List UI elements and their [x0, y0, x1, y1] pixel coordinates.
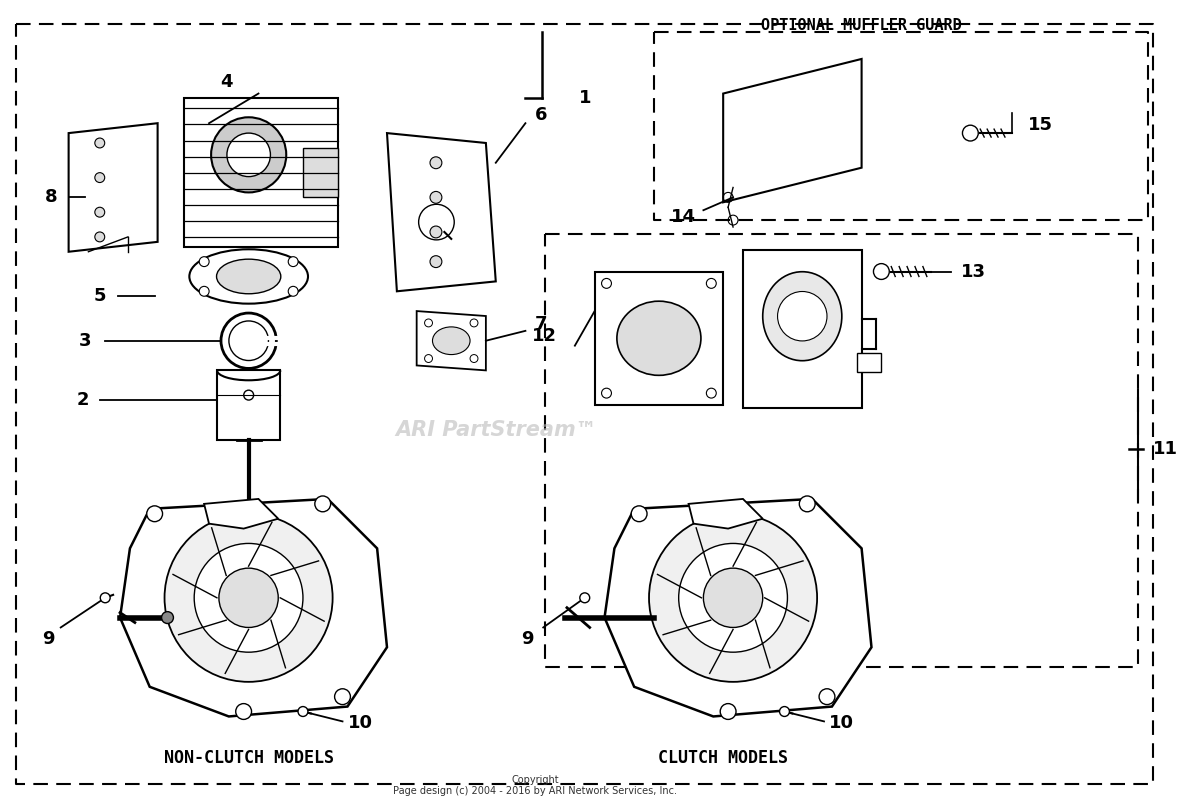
Circle shape — [299, 706, 308, 717]
Ellipse shape — [189, 249, 308, 304]
Circle shape — [602, 388, 611, 398]
Text: 2: 2 — [77, 391, 88, 409]
Text: 7: 7 — [535, 315, 548, 333]
Circle shape — [707, 388, 716, 398]
Text: 5: 5 — [94, 288, 106, 305]
Text: NON-CLUTCH MODELS: NON-CLUTCH MODELS — [164, 749, 334, 767]
Bar — [184, 99, 337, 247]
Circle shape — [470, 319, 478, 327]
Circle shape — [227, 133, 270, 177]
Polygon shape — [204, 499, 278, 529]
Circle shape — [963, 126, 978, 141]
Text: Copyright
Page design (c) 2004 - 2016 by ARI Network Services, Inc.: Copyright Page design (c) 2004 - 2016 by… — [393, 775, 677, 796]
Circle shape — [94, 207, 105, 217]
Circle shape — [199, 257, 209, 266]
Circle shape — [146, 506, 163, 522]
Circle shape — [94, 232, 105, 242]
Text: OPTIONAL MUFFLER GUARD: OPTIONAL MUFFLER GUARD — [761, 19, 962, 33]
Circle shape — [430, 256, 441, 267]
Text: 10: 10 — [348, 714, 373, 732]
Circle shape — [430, 191, 441, 203]
Text: 8: 8 — [45, 189, 57, 207]
Circle shape — [219, 568, 278, 628]
Circle shape — [649, 514, 817, 682]
Text: 3: 3 — [79, 332, 92, 350]
Text: 13: 13 — [961, 262, 985, 280]
Text: 10: 10 — [830, 714, 854, 732]
Text: ARI PartStream™: ARI PartStream™ — [395, 420, 597, 440]
Circle shape — [195, 544, 303, 652]
Circle shape — [94, 138, 105, 148]
Text: 6: 6 — [535, 106, 548, 124]
Circle shape — [678, 544, 787, 652]
Circle shape — [315, 496, 330, 512]
Polygon shape — [120, 499, 387, 717]
Circle shape — [236, 704, 251, 719]
Polygon shape — [417, 311, 486, 370]
Circle shape — [164, 514, 333, 682]
Polygon shape — [387, 133, 496, 292]
Bar — [595, 271, 723, 405]
Circle shape — [430, 157, 441, 168]
Text: 9: 9 — [522, 630, 533, 648]
Text: 11: 11 — [1153, 441, 1179, 458]
Circle shape — [199, 287, 209, 296]
Circle shape — [425, 355, 433, 363]
Circle shape — [799, 496, 815, 512]
Circle shape — [288, 257, 299, 266]
Polygon shape — [604, 499, 872, 717]
Text: 1: 1 — [578, 89, 591, 108]
Circle shape — [579, 593, 590, 603]
Circle shape — [211, 117, 287, 193]
Circle shape — [430, 226, 441, 238]
Ellipse shape — [762, 271, 841, 360]
Text: CLUTCH MODELS: CLUTCH MODELS — [658, 749, 788, 767]
Circle shape — [819, 688, 835, 705]
Circle shape — [470, 355, 478, 363]
Circle shape — [703, 568, 762, 628]
Circle shape — [229, 321, 268, 360]
Ellipse shape — [433, 327, 470, 355]
Text: 4: 4 — [221, 73, 234, 91]
Circle shape — [425, 319, 433, 327]
Ellipse shape — [217, 259, 281, 294]
Circle shape — [335, 688, 350, 705]
Polygon shape — [68, 123, 158, 252]
Circle shape — [780, 706, 789, 717]
Text: 14: 14 — [671, 208, 696, 226]
Polygon shape — [723, 59, 861, 202]
Text: 9: 9 — [42, 630, 55, 648]
Circle shape — [602, 279, 611, 288]
Circle shape — [238, 529, 258, 548]
Polygon shape — [689, 499, 762, 529]
Circle shape — [94, 173, 105, 182]
Bar — [303, 148, 337, 198]
Bar — [857, 352, 881, 373]
Text: 12: 12 — [532, 326, 557, 345]
Bar — [217, 370, 281, 440]
Circle shape — [873, 263, 890, 279]
Circle shape — [288, 287, 299, 296]
Circle shape — [100, 593, 110, 603]
Circle shape — [778, 292, 827, 341]
Bar — [743, 249, 861, 408]
Circle shape — [162, 612, 173, 624]
Circle shape — [631, 506, 647, 522]
Circle shape — [720, 704, 736, 719]
Text: 15: 15 — [1028, 116, 1053, 134]
Ellipse shape — [617, 301, 701, 375]
Circle shape — [707, 279, 716, 288]
